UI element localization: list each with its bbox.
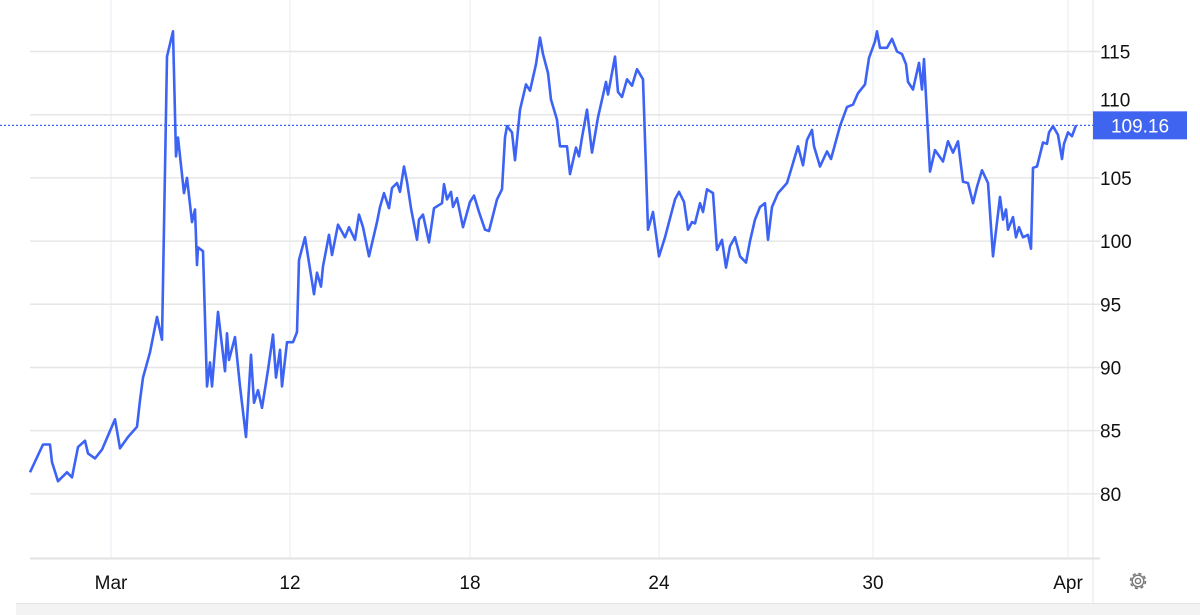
last-value-label: 109.16 [1111, 116, 1169, 137]
x-tick-label: 12 [279, 573, 300, 594]
x-tick-label: Apr [1053, 573, 1083, 594]
y-tick-label: 90 [1100, 358, 1121, 379]
bottom-toolbar [16, 603, 1200, 615]
x-tick-label: Mar [95, 573, 128, 594]
horizontal-gridlines [30, 50, 1100, 495]
last-value-badge: 109.16 [1093, 111, 1187, 140]
vertical-gridlines [110, 0, 1069, 558]
y-tick-label: 80 [1100, 485, 1121, 506]
last-value-badge-bg [1093, 111, 1187, 140]
y-tick-label: 115 [1100, 43, 1130, 64]
price-line [28, 30, 1078, 483]
x-tick-label: 18 [459, 573, 480, 594]
y-tick-label: 110 [1100, 90, 1130, 111]
x-tick-label: 30 [862, 573, 883, 594]
gear-icon[interactable] [1129, 572, 1147, 590]
y-tick-label: 100 [1100, 232, 1132, 253]
y-tick-label: 105 [1100, 169, 1132, 190]
y-axis-labels: 80 85 90 95 100 105 110 115 [1100, 43, 1132, 506]
y-tick-label: 85 [1100, 422, 1121, 443]
y-tick-label: 95 [1100, 295, 1121, 316]
x-tick-label: 24 [648, 573, 670, 594]
x-axis-labels: Mar 12 18 24 30 Apr [95, 573, 1084, 594]
